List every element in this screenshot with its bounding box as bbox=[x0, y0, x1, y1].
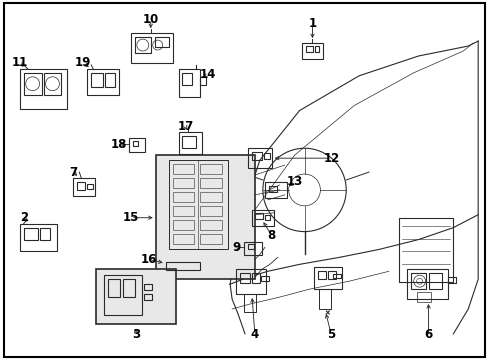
Bar bbox=[200, 220, 222, 230]
Bar bbox=[398, 218, 452, 282]
Bar bbox=[24, 73, 41, 95]
Bar bbox=[154, 37, 168, 47]
Text: 16: 16 bbox=[140, 253, 157, 266]
Text: 5: 5 bbox=[326, 328, 335, 341]
Text: 1: 1 bbox=[308, 17, 316, 30]
Bar bbox=[105, 73, 115, 87]
Bar bbox=[43, 73, 61, 95]
Bar bbox=[406, 269, 447, 299]
Bar bbox=[143, 294, 151, 300]
Bar bbox=[143, 284, 151, 290]
Bar bbox=[200, 178, 222, 188]
Bar bbox=[172, 164, 194, 174]
Bar bbox=[172, 220, 194, 230]
Bar bbox=[264, 153, 269, 159]
Bar bbox=[178, 132, 202, 154]
Bar bbox=[200, 77, 206, 85]
Bar bbox=[447, 277, 455, 283]
Bar bbox=[318, 271, 325, 279]
Bar bbox=[135, 37, 150, 53]
Bar bbox=[104, 275, 142, 315]
Bar bbox=[73, 178, 95, 196]
Bar bbox=[24, 228, 38, 239]
Bar bbox=[327, 271, 336, 279]
Text: 12: 12 bbox=[323, 152, 339, 165]
Bar bbox=[131, 33, 172, 63]
Bar bbox=[315, 46, 319, 52]
Bar bbox=[314, 267, 342, 289]
Bar bbox=[108, 279, 120, 297]
Bar bbox=[77, 182, 85, 190]
Text: 2: 2 bbox=[20, 211, 28, 224]
Bar bbox=[165, 262, 200, 270]
Bar bbox=[20, 69, 67, 109]
Bar bbox=[87, 184, 93, 189]
Bar bbox=[91, 73, 103, 87]
Text: 6: 6 bbox=[424, 328, 432, 341]
Bar bbox=[254, 213, 263, 219]
Bar bbox=[301, 43, 323, 59]
Text: 10: 10 bbox=[142, 13, 159, 26]
Bar bbox=[133, 141, 138, 146]
Bar bbox=[155, 155, 254, 279]
Text: 17: 17 bbox=[177, 120, 193, 133]
Bar bbox=[87, 69, 119, 95]
Text: 3: 3 bbox=[131, 328, 140, 341]
Bar bbox=[182, 73, 192, 85]
Bar bbox=[182, 136, 196, 148]
Bar bbox=[200, 206, 222, 216]
Text: 4: 4 bbox=[250, 328, 259, 341]
Text: 13: 13 bbox=[286, 175, 302, 189]
Bar bbox=[251, 210, 273, 226]
Bar bbox=[129, 138, 144, 152]
Text: 19: 19 bbox=[75, 57, 91, 69]
Bar bbox=[247, 244, 253, 249]
Bar bbox=[168, 160, 228, 249]
Bar bbox=[244, 242, 262, 255]
Text: 18: 18 bbox=[111, 138, 127, 151]
Bar bbox=[416, 292, 429, 302]
Bar bbox=[200, 164, 222, 174]
Bar bbox=[427, 273, 442, 289]
Text: 15: 15 bbox=[122, 211, 139, 224]
Bar bbox=[178, 69, 200, 96]
Bar bbox=[264, 182, 286, 198]
Bar bbox=[20, 224, 57, 251]
Bar bbox=[172, 192, 194, 202]
Text: 8: 8 bbox=[267, 229, 275, 242]
Bar bbox=[251, 152, 262, 160]
Bar bbox=[305, 46, 313, 52]
Bar bbox=[260, 276, 268, 281]
Bar bbox=[40, 228, 49, 239]
Bar bbox=[264, 215, 269, 220]
Bar bbox=[410, 273, 425, 289]
Bar bbox=[172, 206, 194, 216]
Bar bbox=[247, 148, 271, 168]
Text: 9: 9 bbox=[231, 241, 240, 254]
Bar bbox=[244, 294, 255, 312]
Bar bbox=[122, 279, 135, 297]
Bar bbox=[172, 178, 194, 188]
Bar bbox=[230, 167, 244, 177]
Bar bbox=[200, 192, 222, 202]
Bar bbox=[96, 269, 175, 324]
Text: 7: 7 bbox=[69, 166, 77, 179]
Text: 14: 14 bbox=[200, 68, 216, 81]
Text: 11: 11 bbox=[12, 57, 28, 69]
Bar bbox=[172, 234, 194, 243]
Bar bbox=[268, 186, 276, 192]
Bar bbox=[236, 269, 265, 294]
Bar bbox=[333, 274, 341, 278]
Bar bbox=[319, 289, 331, 309]
Bar bbox=[200, 234, 222, 243]
Bar bbox=[251, 273, 259, 283]
Bar bbox=[240, 273, 249, 283]
